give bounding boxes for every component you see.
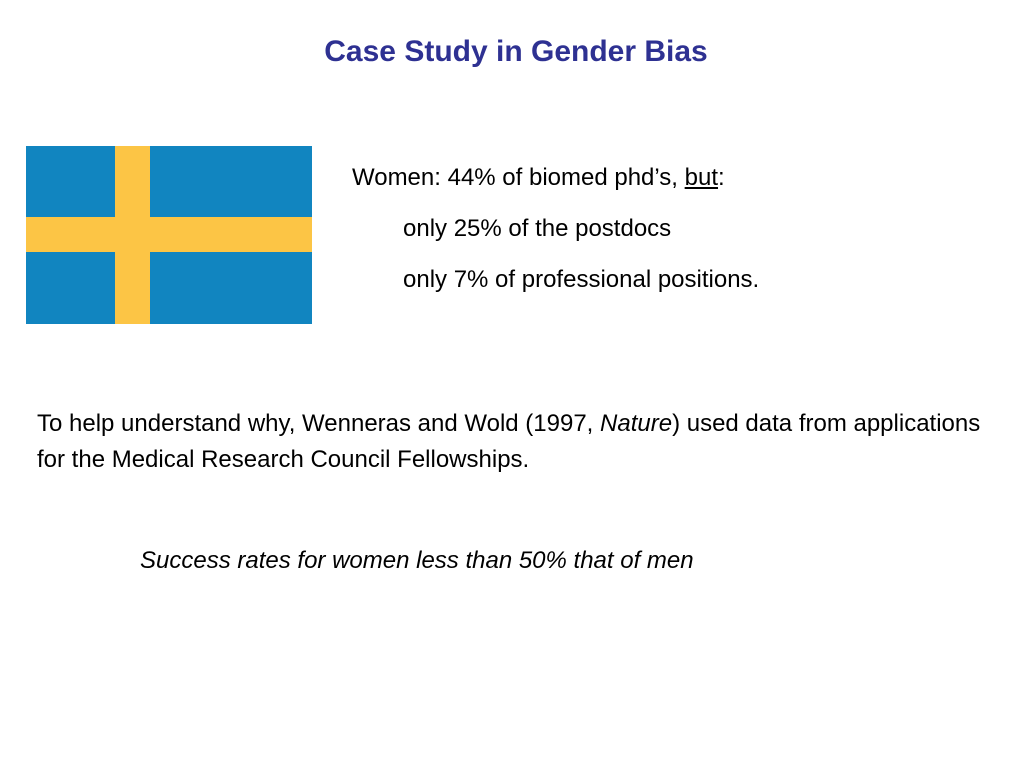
flag-cross-horizontal	[26, 217, 312, 252]
context-paragraph: To help understand why, Wenneras and Wol…	[37, 406, 997, 478]
stats-professional-line: only 7% of professional positions.	[403, 266, 760, 293]
stats-postdocs-line: only 25% of the postdocs	[403, 215, 672, 242]
stats-intro-suffix: :	[718, 164, 725, 191]
paragraph-journal: Nature	[600, 410, 673, 437]
summary-statement: Success rates for women less than 50% th…	[140, 547, 694, 574]
stats-intro-emphasis: but	[684, 164, 719, 191]
slide-title: Case Study in Gender Bias	[324, 35, 708, 68]
paragraph-text-after: ) used data from applications for the Me…	[37, 410, 981, 473]
paragraph-text-before: To help understand why, Wenneras and Wol…	[37, 410, 601, 437]
stats-intro-line: Women: 44% of biomed phd’s, but:	[352, 160, 759, 211]
stats-intro-prefix: Women: 44% of biomed phd’s,	[352, 164, 685, 191]
sweden-flag-icon	[26, 146, 312, 324]
stats-block: Women: 44% of biomed phd’s, but: only 25…	[352, 160, 759, 313]
